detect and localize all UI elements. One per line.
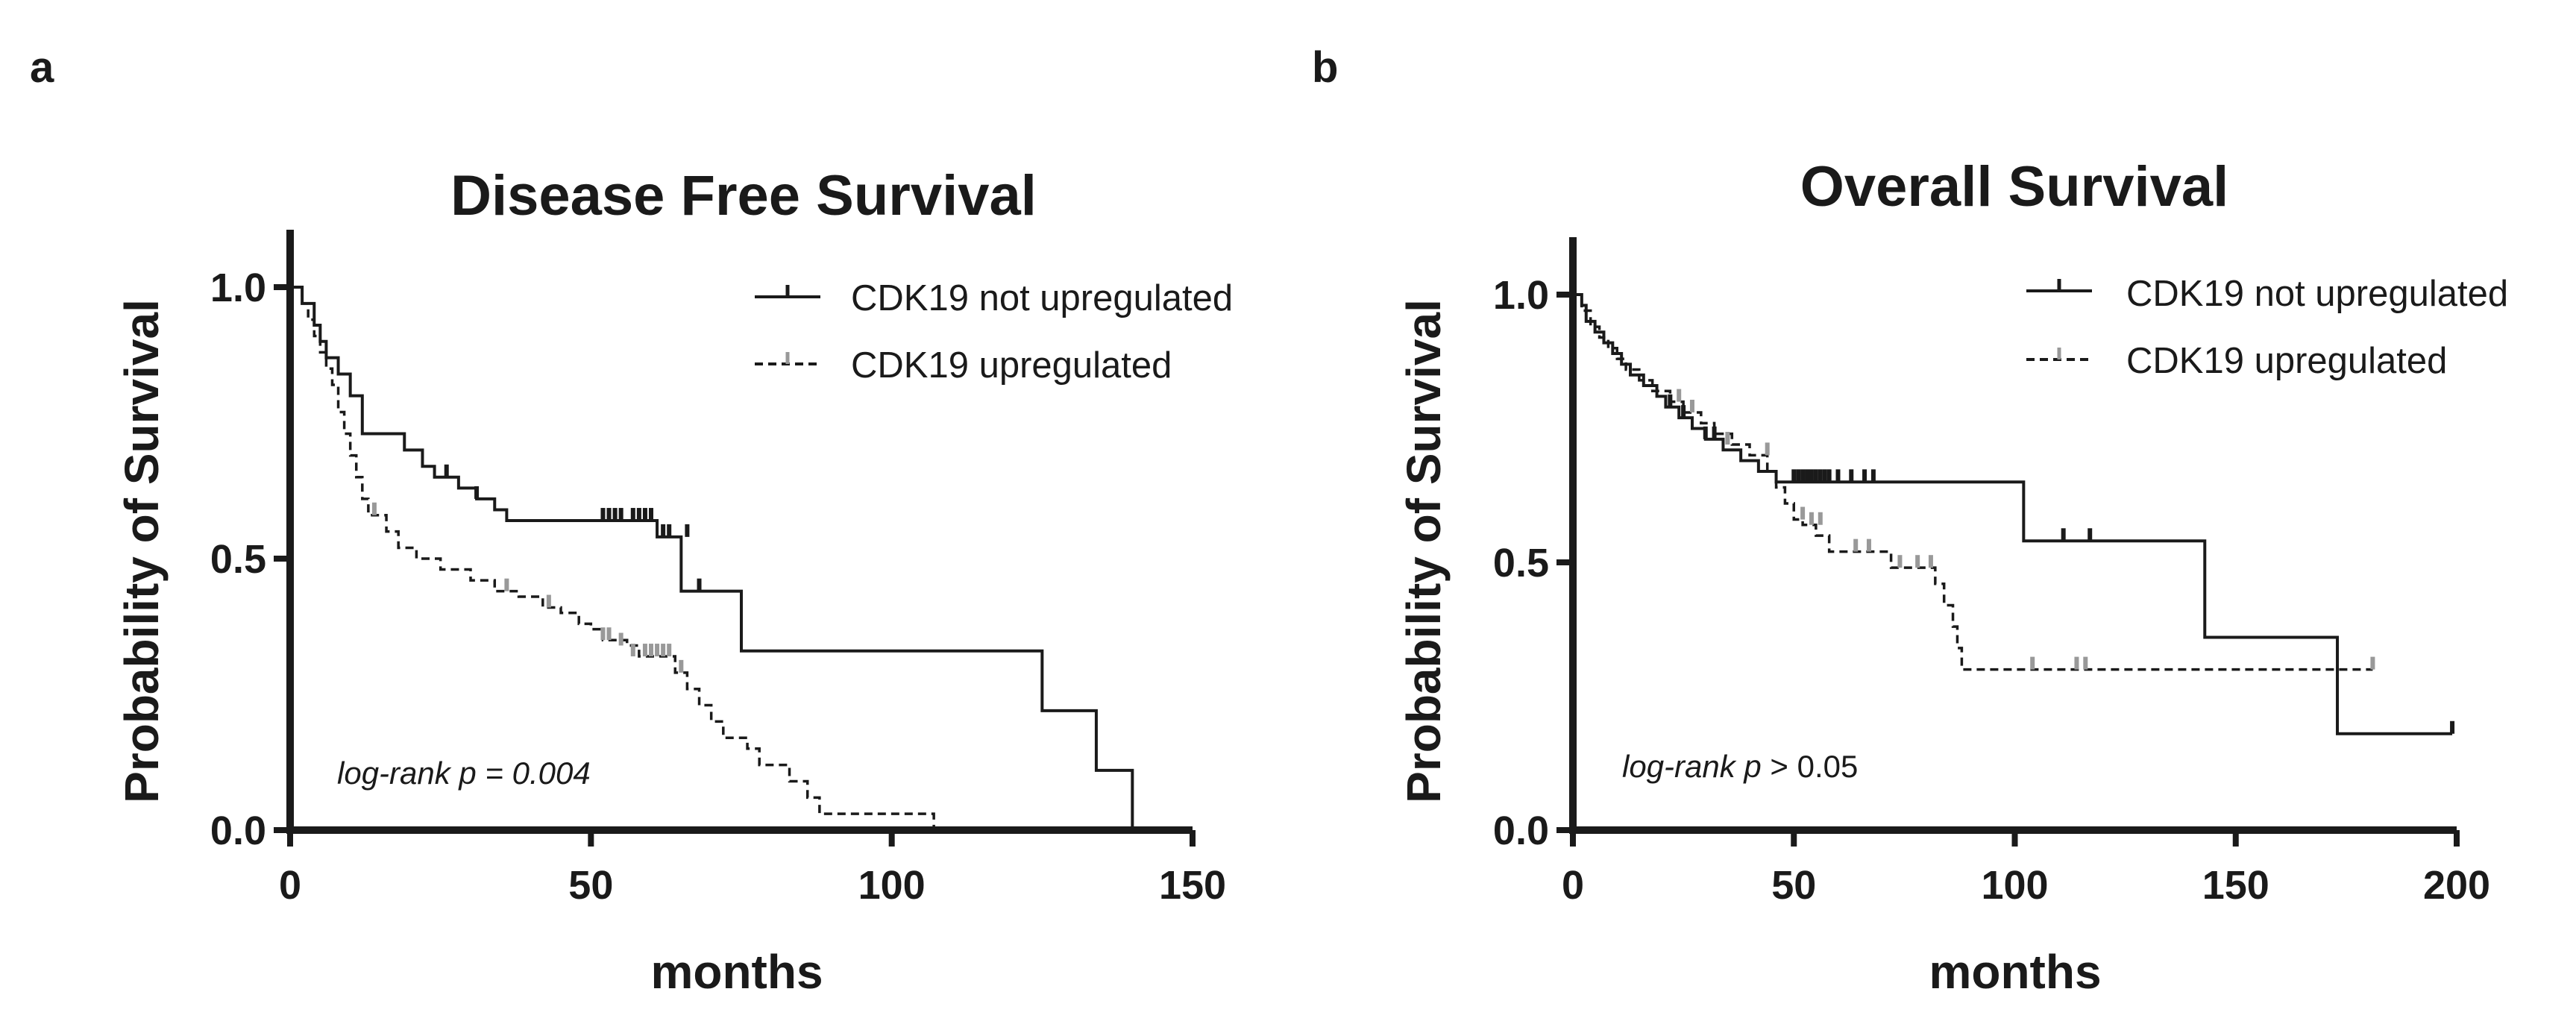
x-tick-label-50-b: 50: [1771, 863, 1816, 908]
legend-a: CDK19 not upregulated CDK19 upregulated: [755, 278, 1233, 386]
legend-label-upregulated-b: CDK19 upregulated: [2126, 341, 2447, 381]
panel-disease-free-survival: a Disease Free Survival Probability of S…: [30, 43, 1233, 999]
y-ticks-a: 0.0 0.5 1.0: [210, 266, 290, 853]
x-tick-label-0-a: 0: [279, 863, 301, 908]
series-group-b: [1573, 293, 2455, 735]
x-tick-label-200-b: 200: [2423, 863, 2490, 908]
logrank-italic-a: log-rank p = 0.004: [337, 756, 591, 791]
censor-marks-not-upregulated-a: [444, 464, 702, 591]
chart-title-a: Disease Free Survival: [450, 164, 1037, 227]
survival-curve-not-upregulated-a: [290, 286, 1134, 830]
y-tick-label-0.0-a: 0.0: [210, 808, 266, 853]
panel-letter-a: a: [30, 43, 54, 92]
x-tick-label-100-a: 100: [858, 863, 926, 908]
x-ticks-a: 0 50 100 150: [279, 830, 1226, 908]
legend-b: CDK19 not upregulated CDK19 upregulated: [2026, 274, 2508, 381]
x-tick-label-50-a: 50: [568, 863, 613, 908]
survival-curve-upregulated-a: [290, 286, 935, 830]
legend-label-not-upregulated-a: CDK19 not upregulated: [851, 278, 1233, 318]
panel-letter-b: b: [1312, 43, 1338, 92]
chart-title-b: Overall Survival: [1800, 155, 2229, 219]
y-axis-label-a: Probability of Survival: [115, 299, 169, 803]
x-ticks-b: 0 50 100 150 200: [1562, 830, 2490, 908]
y-tick-label-1.0-a: 1.0: [210, 266, 266, 310]
logrank-annotation-a: log-rank p = 0.004: [337, 756, 591, 791]
y-tick-label-1.0-b: 1.0: [1493, 273, 1549, 318]
y-tick-label-0.5-b: 0.5: [1493, 541, 1549, 585]
x-tick-label-150-b: 150: [2202, 863, 2269, 908]
legend-label-not-upregulated-b: CDK19 not upregulated: [2126, 274, 2508, 314]
x-axis-label-a: months: [650, 945, 823, 999]
series-group-a: [290, 286, 1134, 830]
y-tick-label-0.0-b: 0.0: [1493, 808, 1549, 853]
censor-marks-not-upregulated-b: [1668, 394, 2455, 734]
legend-label-upregulated-a: CDK19 upregulated: [851, 345, 1172, 386]
censor-marks-upregulated-b: [1677, 389, 2375, 670]
logrank-plain-b: > 0.05: [1762, 749, 1859, 784]
x-tick-label-100-b: 100: [1981, 863, 2048, 908]
logrank-annotation-b: log-rank p > 0.05: [1622, 749, 1858, 784]
x-axis-label-b: months: [1929, 945, 2101, 999]
x-tick-label-150-a: 150: [1159, 863, 1226, 908]
y-ticks-b: 0.0 0.5 1.0: [1493, 273, 1573, 853]
panel-overall-survival: b Overall Survival Probability of Surviv…: [1312, 43, 2508, 999]
censor-marks-upregulated-a: [371, 502, 684, 673]
y-tick-label-0.5-a: 0.5: [210, 537, 266, 582]
x-tick-label-0-b: 0: [1562, 863, 1584, 908]
y-axis-label-b: Probability of Survival: [1397, 299, 1451, 803]
logrank-italic-b: log-rank p: [1622, 749, 1762, 784]
